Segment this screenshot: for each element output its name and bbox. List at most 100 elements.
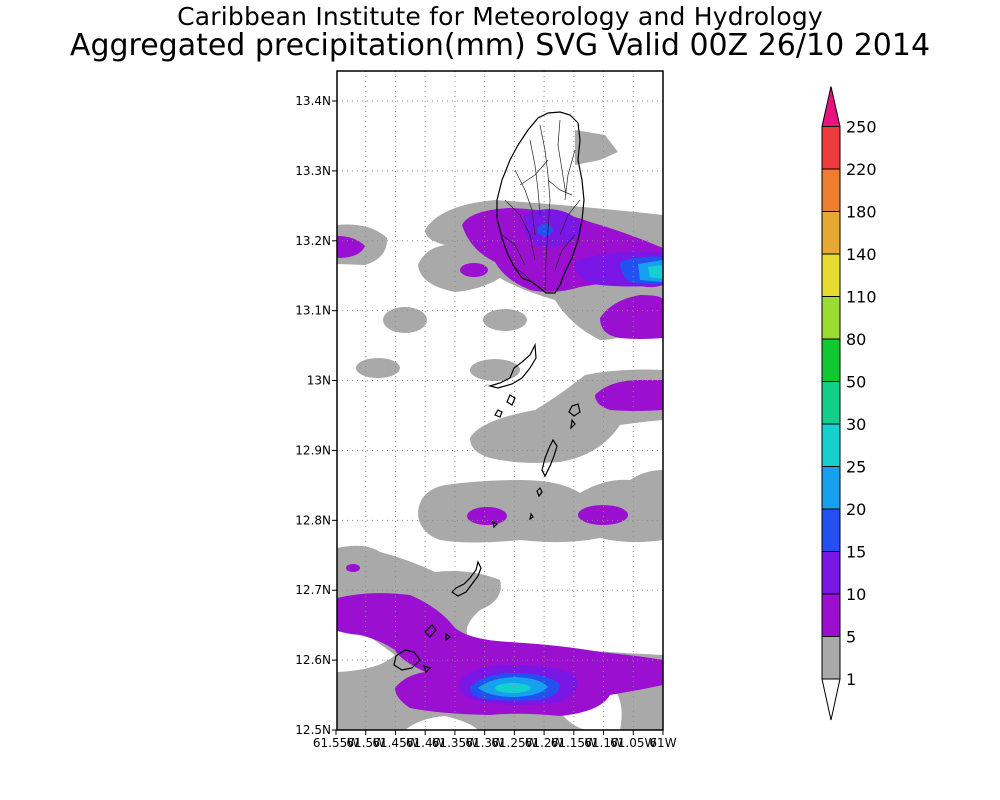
longitude-axis: 61.55W61.5W61.45W61.4W61.35W61.3W61.25W6… [313,730,677,750]
river-line [554,234,576,271]
rain-area-blue [537,224,553,236]
river-line [501,234,526,266]
rain-area-cyan [495,683,531,693]
island-canouan [541,438,558,478]
rain-area-gray [383,307,427,333]
river-line [504,199,536,261]
colorbar-segment [821,253,841,297]
latitude-axis: 13.4N 13.3N 13.2N 13.1N 13N 12.9N 12.8N 12.7N 12… [295,94,337,737]
lon-tick-label: 61.15W [551,736,597,750]
colorbar-segment [821,126,841,170]
river-line [539,124,551,291]
colorbar-segment [821,338,841,382]
colorbar-label: 80 [846,330,866,349]
lat-tick-label: 12.7N [295,583,331,597]
river-line [519,159,549,186]
colorbar-segment [821,423,841,467]
rain-free-area [405,716,478,730]
map-frame [336,70,664,731]
rain-area-cyan [648,265,663,279]
colorbar-label: 5 [846,628,856,647]
lat-tick-label: 13.4N [295,94,331,108]
island-small [393,649,421,671]
island-outlines [393,111,585,674]
colorbar-label: 110 [846,288,877,307]
colorbar-segment [821,211,841,255]
rain-area-purple [346,564,360,572]
lat-tick-label: 13.1N [295,304,331,318]
island-small [423,665,432,674]
river-line [529,139,541,216]
rain-free-area [560,690,622,730]
lon-tick-label: 61.1W [584,736,623,750]
rain-area-purple [337,236,365,258]
chart-title-line1: Caribbean Institute for Meteorology and … [177,2,823,31]
island-small [445,632,451,642]
rain-area-gray [470,359,520,381]
chart-title-line2: Aggregated precipitation(mm) SVG Valid 0… [69,28,931,63]
river-line [557,119,567,196]
colorbar-segment [821,551,841,595]
rain-area-purple [600,295,663,339]
colorbar-label: 10 [846,585,866,604]
island-small [424,624,437,638]
rain-area-purple [460,263,488,277]
river-line [514,169,536,236]
rain-area-gray [356,358,400,378]
island-small [568,403,581,417]
colorbar-top-arrow [821,86,841,127]
island-bequia [487,342,537,389]
rain-area-purple [595,380,663,411]
lat-tick-label: 12.5N [295,723,331,737]
river-line [559,199,581,236]
river-line [511,264,536,286]
rain-area-gray [485,384,490,386]
colorbar-label: 1 [846,670,856,689]
colorbar-label: 180 [846,203,877,222]
lat-tick-label: 13N [307,374,331,388]
island-mustique [506,394,516,406]
colorbar-label: 140 [846,245,877,264]
lat-tick-label: 12.6N [295,653,331,667]
lon-tick-label: 61.25W [491,736,537,750]
rain-area-gray [575,130,618,165]
lat-tick-label: 12.8N [295,513,331,527]
rain-area-purple [578,505,628,525]
lat-tick-label: 12.9N [295,443,331,457]
colorbar-segment [821,593,841,637]
colorbar-bottom-arrow [821,678,841,721]
rain-area-gray [483,309,527,331]
precipitation-shading [337,130,663,730]
rain-area-purple [337,593,663,716]
island-small [529,512,534,521]
colorbar-label: 25 [846,458,866,477]
colorbar-segment [821,296,841,340]
colorbar-label: 20 [846,500,866,519]
river-line [564,149,576,201]
colorbar-label: 30 [846,415,866,434]
island-st-vincent [496,111,585,294]
colorbar-label: 220 [846,160,877,179]
rain-area-purple [467,507,507,525]
colorbar-segment [821,636,841,680]
colorbar-segment [821,466,841,510]
lon-tick-label: 61.5W [346,736,385,750]
lon-tick-label: 61.05W [610,736,656,750]
lon-tick-label: 61W [649,736,676,750]
island-carriacou [451,560,482,597]
lon-tick-label: 61.4W [406,736,445,750]
lat-tick-label: 13.2N [295,234,331,248]
lon-tick-label: 61.2W [525,736,564,750]
colorbar-segment [821,381,841,425]
island-mayreau [536,486,543,498]
colorbar-label: 50 [846,373,866,392]
lon-tick-label: 61.45W [372,736,418,750]
lon-tick-label: 61.3W [465,736,504,750]
island-small [570,418,576,430]
island-small [492,520,499,529]
colorbar-label: 15 [846,543,866,562]
lon-tick-label: 61.35W [432,736,478,750]
island-small [494,409,503,418]
